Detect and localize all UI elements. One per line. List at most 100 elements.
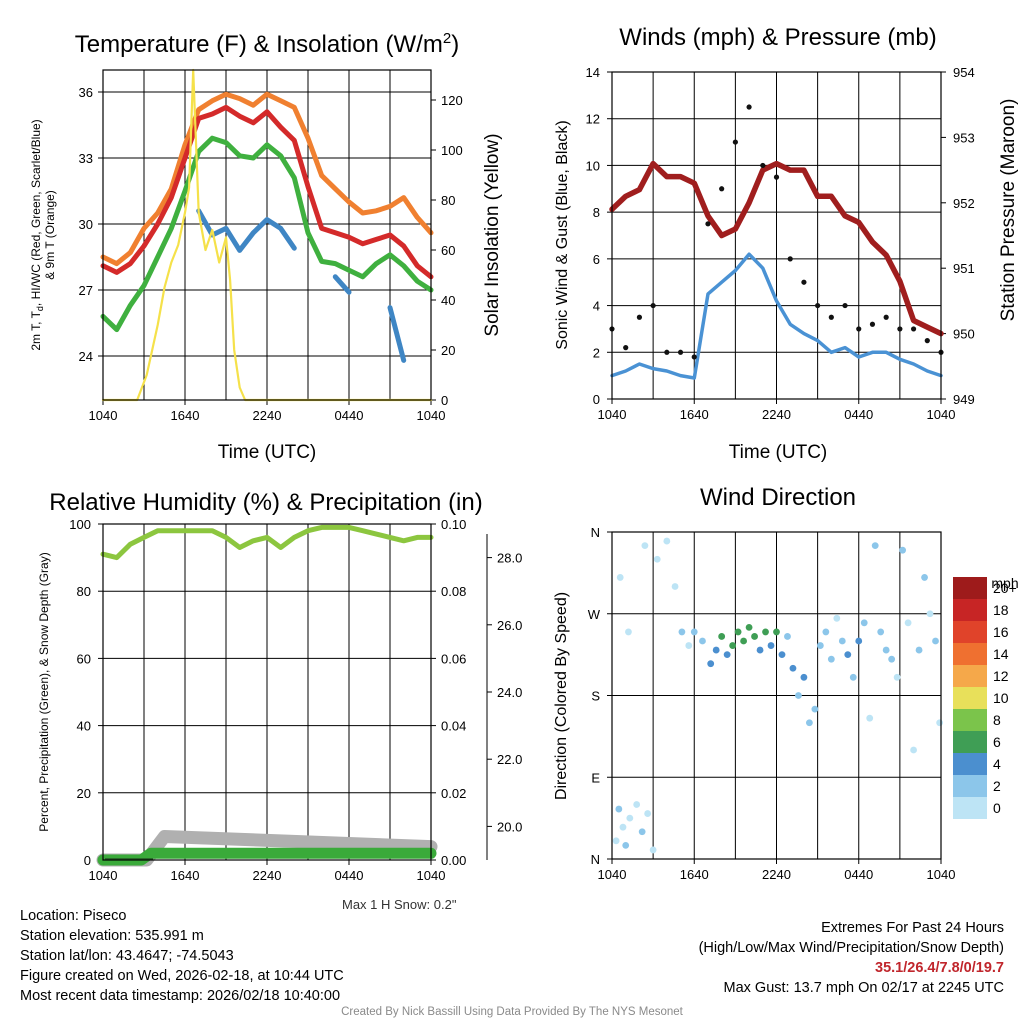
winds-y2-tick-label: 953 — [953, 130, 975, 145]
extremes-values: 35.1/26.4/7.8/0/19.7 — [875, 960, 1004, 976]
temp-y-axis-subscript: d — [35, 306, 45, 311]
temp-x-tick-label: 1640 — [171, 408, 200, 423]
colorbar-swatch — [953, 687, 987, 709]
colorbar-label: 8 — [993, 712, 1001, 728]
wdir-point — [653, 555, 661, 563]
rh-x-tick-label: 1040 — [417, 868, 446, 883]
rh-snow-tick-label: 26.0 — [497, 618, 522, 633]
wdir-point — [800, 673, 808, 681]
wdir-point — [615, 805, 623, 813]
winds-gust-point — [636, 314, 643, 320]
wdir-point — [773, 628, 780, 636]
wdir-point — [921, 574, 928, 581]
temp-series-2m-t — [100, 104, 434, 280]
colorbar-swatch — [953, 709, 987, 731]
wdir-point — [723, 651, 731, 659]
wdir-point — [816, 642, 824, 649]
wdir-point — [822, 628, 830, 636]
temp-y-tick-label: 24 — [79, 349, 93, 364]
winds-gust-point — [910, 326, 917, 332]
colorbar-swatch — [953, 731, 987, 753]
wdir-point — [806, 719, 813, 727]
winds-gust-point — [664, 349, 670, 355]
wdir-point — [638, 828, 646, 836]
wdir-point — [622, 841, 630, 849]
winds-y2-tick-label: 951 — [953, 261, 975, 276]
temp-y-tick-label: 36 — [79, 85, 93, 100]
wdir-y-tick-label: S — [591, 689, 600, 704]
colorbar-swatch — [953, 599, 987, 621]
temp-y-axis-label-line1: 2m T, Td, HI/WC (Red, Green, Scarlet/Blu… — [29, 119, 45, 350]
wdir-point — [767, 642, 775, 649]
wdir-point — [633, 801, 641, 808]
colorbar-label: 18 — [993, 602, 1009, 618]
wdir-point — [644, 810, 652, 817]
winds-x-axis-label: Time (UTC) — [729, 442, 828, 463]
wdir-y-tick-label: W — [588, 607, 601, 622]
station-location: Location: Piseco — [20, 908, 127, 924]
temp-y2-tick-label: 20 — [441, 343, 455, 358]
temp-y-tick-label: 27 — [79, 283, 93, 298]
wdir-point — [734, 628, 742, 636]
wdir-point — [855, 637, 863, 645]
temp-series-9m-t — [100, 91, 434, 267]
temp-title-end: ) — [451, 31, 459, 58]
wdir-x-tick-label: 0440 — [844, 867, 873, 882]
wdir-x-tick-label: 1040 — [927, 867, 956, 882]
winds-gust-point — [869, 321, 876, 327]
temp-y-tick-label: 33 — [79, 151, 93, 166]
colorbar-title: mph — [991, 575, 1018, 591]
rh-precip-tick-label: 0.10 — [441, 517, 466, 532]
colorbar-label: 14 — [993, 646, 1009, 662]
colorbar-label: 2 — [993, 778, 1001, 794]
colorbar-label: 6 — [993, 734, 1001, 750]
wdir-point — [871, 542, 879, 550]
figure-created: Figure created on Wed, 2026-02-18, at 10… — [20, 968, 344, 984]
colorbar-label: 12 — [993, 668, 1009, 684]
winds-series-pressure — [609, 160, 944, 337]
winds-gust-point — [924, 338, 930, 344]
wdir-point — [888, 655, 896, 663]
wdir-frame — [611, 531, 942, 860]
rh-y-axis-label: Percent, Precipitation (Green), & Snow D… — [37, 552, 51, 831]
winds-y2-tick-label: 952 — [953, 196, 975, 211]
station-info: Location: Piseco Station elevation: 535.… — [20, 906, 344, 1006]
rh-y-tick-label: 20 — [77, 786, 91, 801]
winds-y2-tick-label: 950 — [953, 327, 975, 342]
wdir-point — [762, 628, 769, 636]
colorbar-swatch — [953, 665, 987, 687]
winds-gust-point — [623, 345, 629, 351]
winds-y-tick-label: 6 — [593, 252, 600, 267]
temp-series-solar — [101, 68, 433, 402]
winds-x-tick-label: 1040 — [927, 407, 956, 422]
rh-x-tick-label: 1040 — [89, 868, 118, 883]
wdir-point — [789, 664, 797, 672]
temp-y-axis-label-rest: , HI/WC (Red, Green, Scarlet/Blue) — [29, 119, 43, 306]
wdir-point — [838, 637, 846, 645]
temp-y2-axis-label: Solar Insolation (Yellow) — [482, 133, 503, 336]
extremes-title: Extremes For Past 24 Hours — [821, 920, 1004, 936]
wdir-y-axis-label: Direction (Colored By Speed) — [553, 592, 570, 800]
winds-y-tick-label: 0 — [593, 392, 600, 407]
winds-gust-point — [732, 139, 738, 145]
station-elevation: Station elevation: 535.991 m — [20, 928, 204, 944]
extremes-panel: Extremes For Past 24 Hours (High/Low/Max… — [699, 918, 1004, 998]
winds-series-sonic-wind — [610, 252, 943, 380]
wdir-point — [745, 623, 753, 631]
wdir-point — [663, 537, 671, 545]
rh-y-tick-label: 60 — [77, 651, 91, 666]
winds-gust-point — [842, 302, 848, 309]
winds-gust-point — [719, 186, 725, 192]
temp-x-tick-label: 2240 — [253, 408, 282, 423]
winds-x-tick-label: 0440 — [844, 407, 873, 422]
rh-y-tick-label: 80 — [77, 584, 91, 599]
winds-gust-point — [856, 326, 862, 332]
winds-gust-point — [883, 314, 889, 320]
winds-gust-point — [760, 162, 766, 169]
wdir-point — [904, 619, 912, 627]
winds-gust-point — [828, 314, 834, 320]
wdir-point — [778, 651, 786, 659]
rh-x-tick-label: 0440 — [335, 868, 364, 883]
rh-snow-tick-label: 24.0 — [497, 685, 522, 700]
